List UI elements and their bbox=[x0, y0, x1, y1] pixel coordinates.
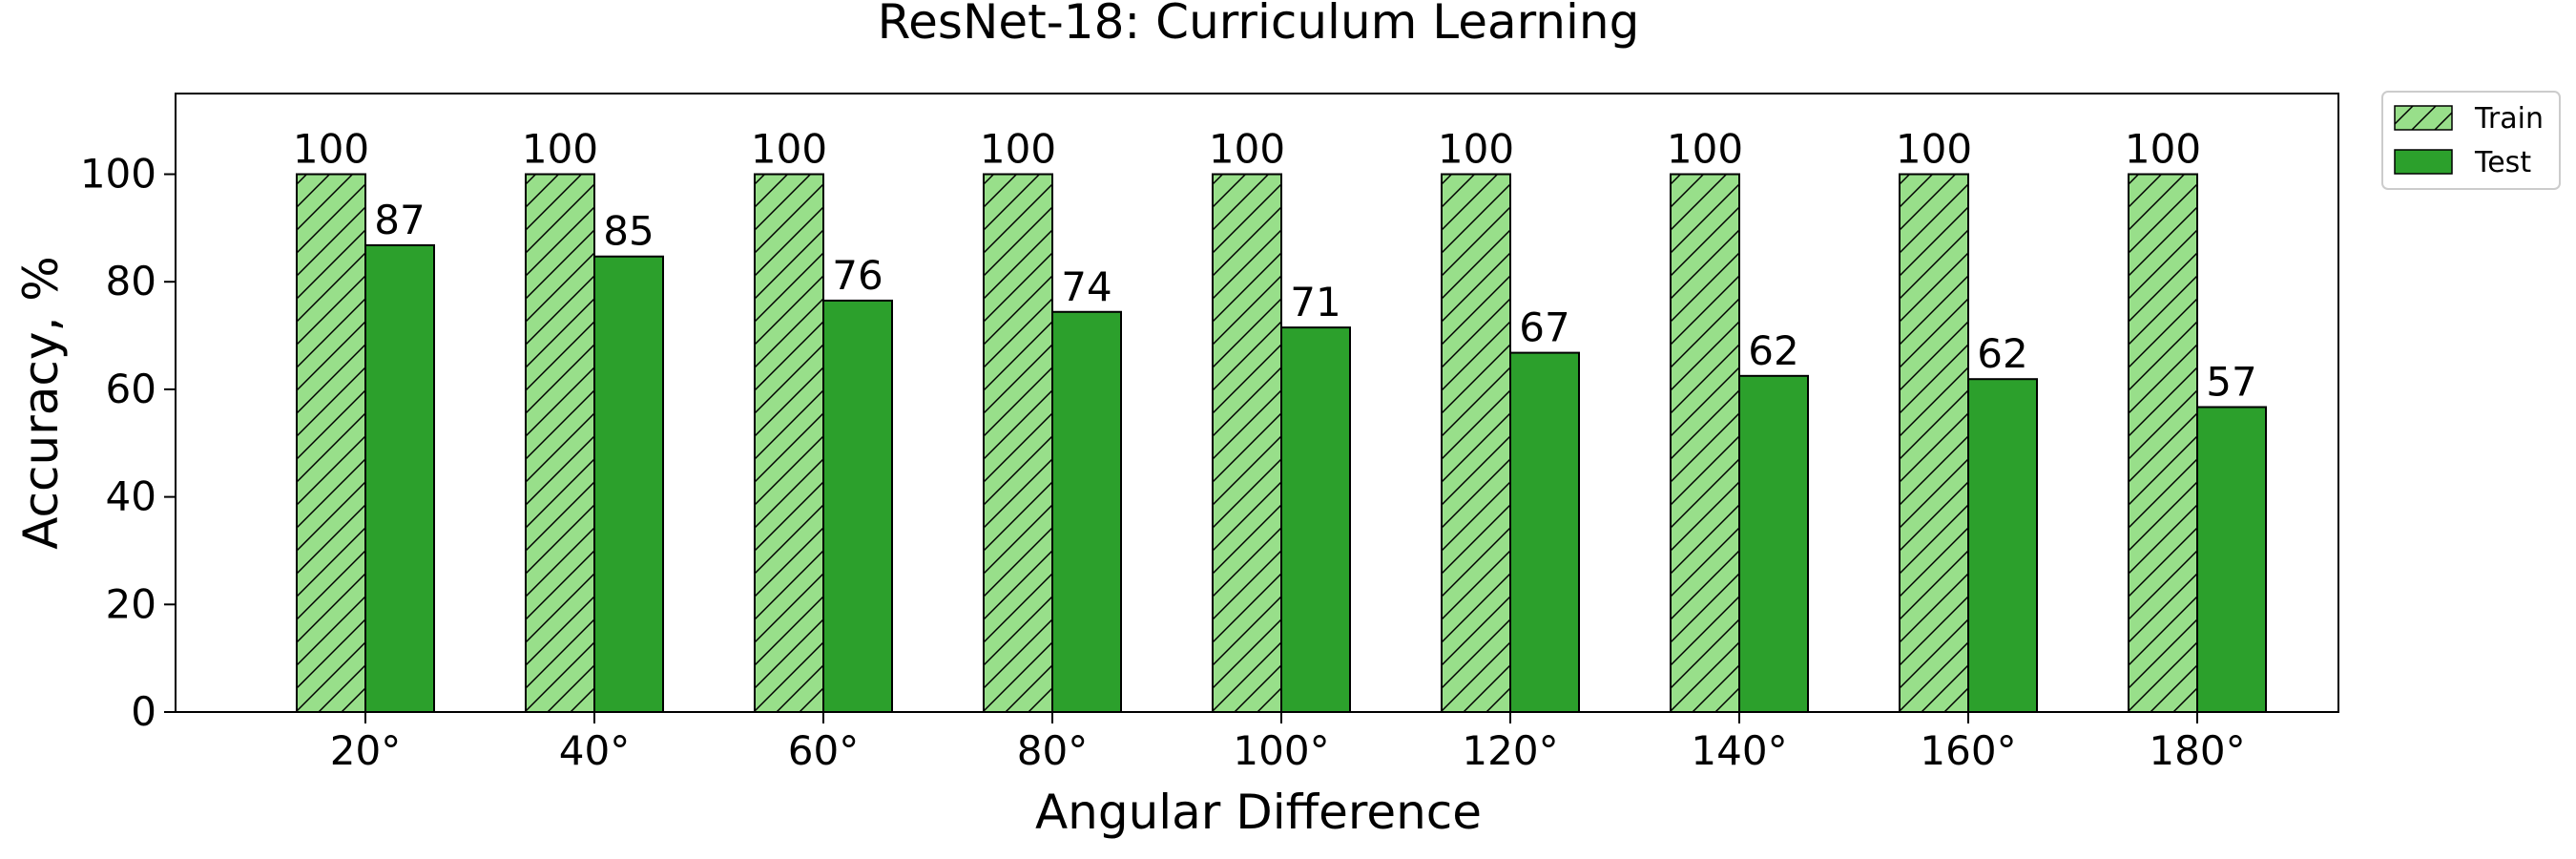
data-label-test: 67 bbox=[1519, 304, 1569, 351]
legend-swatch-test bbox=[2394, 149, 2453, 175]
bar-test bbox=[822, 299, 893, 713]
bar-train bbox=[983, 173, 1053, 714]
y-tick-label: 0 bbox=[131, 688, 156, 735]
legend-swatch-train bbox=[2394, 105, 2453, 131]
data-label-test: 85 bbox=[603, 208, 654, 255]
bar-test bbox=[1738, 374, 1809, 713]
bar-train bbox=[296, 173, 366, 714]
data-label-train: 100 bbox=[1209, 126, 1285, 173]
y-axis-label: Accuracy, % bbox=[13, 256, 69, 550]
y-tick-label: 20 bbox=[106, 580, 156, 627]
data-label-train: 100 bbox=[980, 126, 1056, 173]
chart-title: ResNet-18: Curriculum Learning bbox=[878, 0, 1640, 50]
bar-test bbox=[1280, 326, 1351, 713]
x-axis-label: Angular Difference bbox=[1035, 785, 1482, 840]
x-tick-label: 120° bbox=[1462, 727, 1558, 774]
bar-train bbox=[1899, 173, 1969, 714]
data-label-train: 100 bbox=[1438, 126, 1514, 173]
bar-test bbox=[1967, 378, 2038, 713]
data-label-train: 100 bbox=[522, 126, 598, 173]
bar-test bbox=[593, 255, 664, 713]
data-label-test: 57 bbox=[2206, 359, 2256, 406]
y-tick-label: 60 bbox=[106, 366, 156, 412]
data-label-test: 74 bbox=[1061, 263, 1111, 310]
plot-frame bbox=[175, 93, 2339, 713]
bar-test bbox=[2196, 406, 2267, 713]
y-tick-label: 100 bbox=[80, 151, 156, 198]
x-tick-label: 20° bbox=[330, 727, 401, 774]
y-tick-label: 40 bbox=[106, 473, 156, 520]
bar-train bbox=[1670, 173, 1740, 714]
x-tick-label: 180° bbox=[2149, 727, 2245, 774]
x-tick-label: 40° bbox=[559, 727, 630, 774]
bar-train bbox=[2128, 173, 2198, 714]
bar-train bbox=[525, 173, 595, 714]
data-label-train: 100 bbox=[1667, 126, 1743, 173]
x-tick-label: 160° bbox=[1920, 727, 2016, 774]
data-label-train: 100 bbox=[2125, 126, 2201, 173]
data-label-test: 62 bbox=[1977, 330, 2027, 377]
bar-train bbox=[1441, 173, 1511, 714]
data-label-test: 87 bbox=[374, 197, 425, 243]
legend-label-train: Train bbox=[2474, 102, 2544, 136]
legend-label-test: Test bbox=[2474, 146, 2531, 179]
bar-train bbox=[1212, 173, 1282, 714]
data-label-test: 71 bbox=[1290, 279, 1340, 325]
data-label-train: 100 bbox=[293, 126, 369, 173]
data-label-train: 100 bbox=[1896, 126, 1972, 173]
x-tick-label: 80° bbox=[1017, 727, 1088, 774]
plot-area: 0 20 40 60 80 100 20° 40° 60° 80° 100° 120° 140° 160°… bbox=[80, 126, 2267, 774]
legend: Train Test bbox=[2381, 91, 2561, 190]
bar-test bbox=[1509, 351, 1580, 713]
data-label-test: 76 bbox=[832, 252, 883, 299]
x-tick-label: 60° bbox=[788, 727, 859, 774]
bar-train bbox=[754, 173, 824, 714]
x-tick-label: 140° bbox=[1691, 727, 1787, 774]
data-label-test: 62 bbox=[1748, 327, 1798, 374]
bar-test bbox=[1051, 310, 1122, 713]
data-label-train: 100 bbox=[751, 126, 827, 173]
bar-test bbox=[364, 243, 435, 713]
y-tick-label: 80 bbox=[106, 258, 156, 304]
x-tick-label: 100° bbox=[1233, 727, 1329, 774]
